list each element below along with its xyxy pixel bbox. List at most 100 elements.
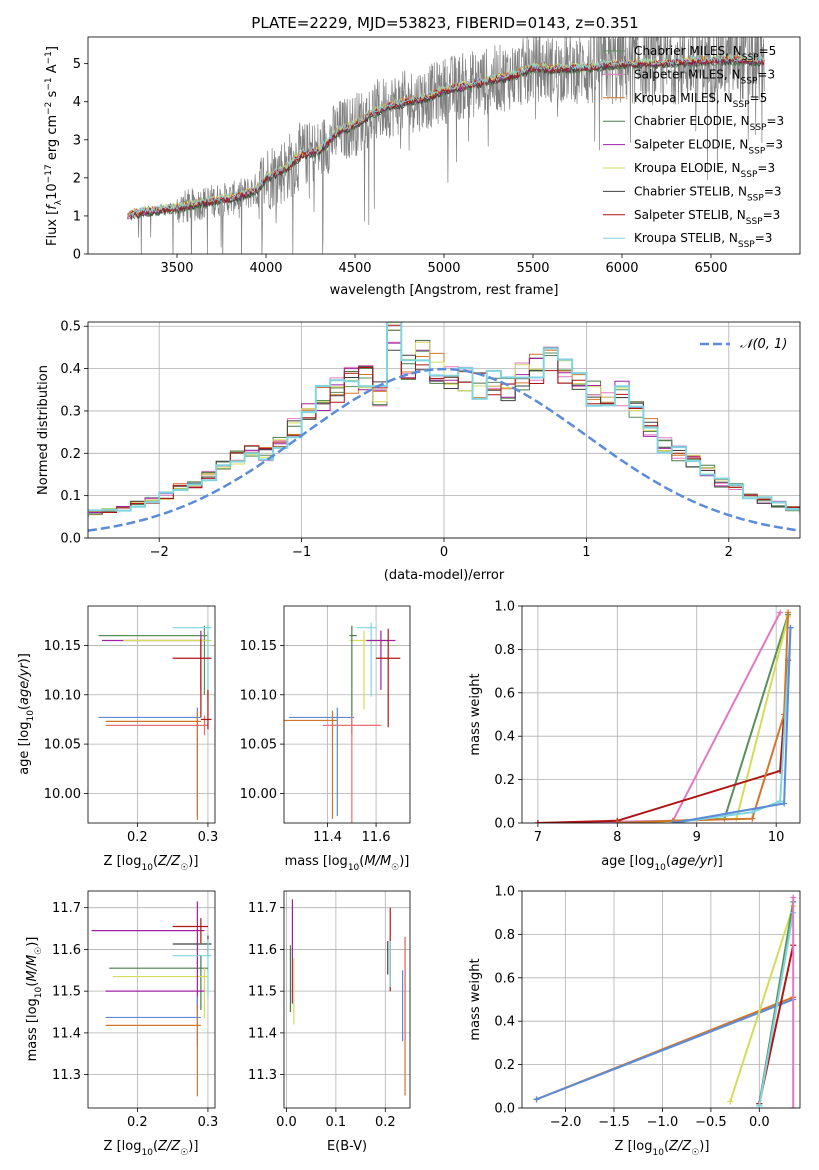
weight-age-xlabel: age [log10(age/yr)] [601,854,723,873]
weight-marker [777,609,784,616]
weight-marker [749,815,756,822]
legend-label: Kroupa STELIB, NSSP=3 [634,231,772,250]
weight-marker [790,894,797,901]
x-tick-label: 2 [725,545,733,560]
y-tick-label: 10.00 [44,787,81,802]
x-tick-label: 11.6 [362,830,391,845]
weight-age-panel-frame [521,605,801,824]
y-tick-label: 0.6 [494,686,515,701]
x-tick-label: −1 [292,545,311,560]
x-tick-label: 8 [613,830,621,845]
x-tick-label: −0.5 [695,1115,727,1130]
plot-area [533,894,797,1108]
plot-area [91,901,212,1097]
legend-label: Salpeter STELIB, NSSP=3 [634,208,780,227]
weight-marker [790,1105,797,1108]
weight-marker [669,820,676,823]
x-tick-label: 0.0 [749,1115,770,1130]
x-tick-label: −1.0 [647,1115,679,1130]
weight-marker [533,1096,540,1103]
y-tick-label: 10.10 [44,688,81,703]
mass-ebv-panel-frame [283,890,411,1109]
x-tick-label: 10 [768,830,785,845]
spectrum-xlabel: wavelength [Angstrom, rest frame] [330,283,559,298]
y-tick-label: 10.05 [44,738,81,753]
plot-area [284,622,401,823]
plot-area [126,37,765,254]
residual-ylabel: Normed distribution [36,365,51,495]
plot-area [534,609,794,823]
x-tick-label: 0.1 [326,1115,347,1130]
y-tick-label: 11.3 [248,1068,277,1083]
model-spectrum [130,55,765,219]
cumulative-weight-line [537,660,790,823]
x-tick-label: 4500 [338,261,371,276]
y-tick-label: 0.4 [494,1015,515,1030]
histogram-step [88,347,800,516]
weight-z-panel-frame [521,890,801,1109]
x-tick-label: 3500 [160,261,193,276]
x-tick-label: 7 [534,830,542,845]
y-tick-label: 11.6 [52,943,81,958]
mass-ebv-xlabel: E(B-V) [327,1139,367,1154]
weight-marker [614,820,621,823]
cumulative-weight-line [758,912,795,1106]
legend-label: 𝒩(0, 1) [740,337,787,352]
x-tick-label: 5500 [516,261,549,276]
y-tick-label: 1.0 [494,885,515,900]
residual-frame [87,321,801,539]
residual-xlabel: (data-model)/error [384,568,505,583]
histogram-step [88,340,800,517]
y-tick-label: 10.10 [240,688,277,703]
weight-marker [727,1098,734,1105]
legend-label: Chabrier STELIB, NSSP=3 [634,184,782,203]
y-tick-label: 10.05 [240,738,277,753]
legend-label: Kroupa MILES, NSSP=5 [634,91,767,110]
y-tick-label: 10.15 [44,639,81,654]
weight-marker [785,609,792,616]
y-tick-label: 2 [73,171,81,186]
x-tick-label: −1.5 [598,1115,630,1130]
x-tick-label: 0 [440,545,448,560]
y-tick-label: 0.2 [494,1058,515,1073]
age-mass-panel-frame [283,605,411,824]
weight-marker [781,800,788,807]
weight-age-panel: 7 8 9 10 0.0 0.2 0.4 0.6 0.8 1.0 age [log10(age/yr… [468,600,801,873]
y-tick-label: 11.7 [52,901,81,916]
y-tick-label: 11.3 [52,1068,81,1083]
model-spectrum [131,53,765,217]
plot-area [289,899,406,1096]
y-tick-label: 11.4 [248,1026,277,1041]
mass-z-ylabel: mass [log10(M/M☉)] [25,937,44,1062]
y-tick-label: 0.8 [494,928,515,943]
x-tick-label: 0.2 [375,1115,396,1130]
spectrum-title: PLATE=2229, MJD=53823, FIBERID=0143, z=0… [251,14,638,32]
mass-z-xlabel: Z [log10(Z/Z☉)] [104,1139,199,1158]
age-z-ylabel: age [log10(age/yr)] [17,653,36,775]
mass-z-panel: 0.2 0.3 11.3 11.4 11.5 11.6 11.7 Z [log10(Z/Z☉)… [25,890,218,1158]
y-tick-label: 4 [73,95,81,110]
y-tick-label: 11.4 [52,1026,81,1041]
y-tick-label: 0.2 [60,447,81,462]
y-tick-label: 0.1 [60,489,81,504]
x-tick-label: 5000 [427,261,460,276]
y-tick-label: 0.5 [60,320,81,335]
histogram-step [88,322,800,517]
plot-area [88,322,800,532]
x-tick-label: 0.2 [127,830,148,845]
spectrum-panel: 3500 4000 4500 5000 5500 6000 6500 0 1 2 3 4 5 PLATE=… [44,14,801,298]
age-z-xlabel: Z [log10(Z/Z☉)] [104,854,199,873]
y-tick-label: 11.5 [248,985,277,1000]
x-tick-label: −2.0 [550,1115,582,1130]
age-z-panel: 0.2 0.3 10.00 10.05 10.10 10.15 Z [log10(Z/Z☉)… [17,605,218,873]
y-tick-label: 0.0 [60,532,81,547]
cumulative-weight-line [536,998,794,1101]
y-tick-label: 5 [73,57,81,72]
legend-label: Kroupa ELODIE, NSSP=3 [634,161,775,180]
y-tick-label: 0.4 [60,362,81,377]
weight-marker [749,809,756,816]
age-mass-xlabel: mass [log10(M/M☉)] [285,854,410,873]
y-tick-label: 0.8 [494,643,515,658]
x-tick-label: 6500 [694,261,727,276]
plot-area [98,622,212,821]
